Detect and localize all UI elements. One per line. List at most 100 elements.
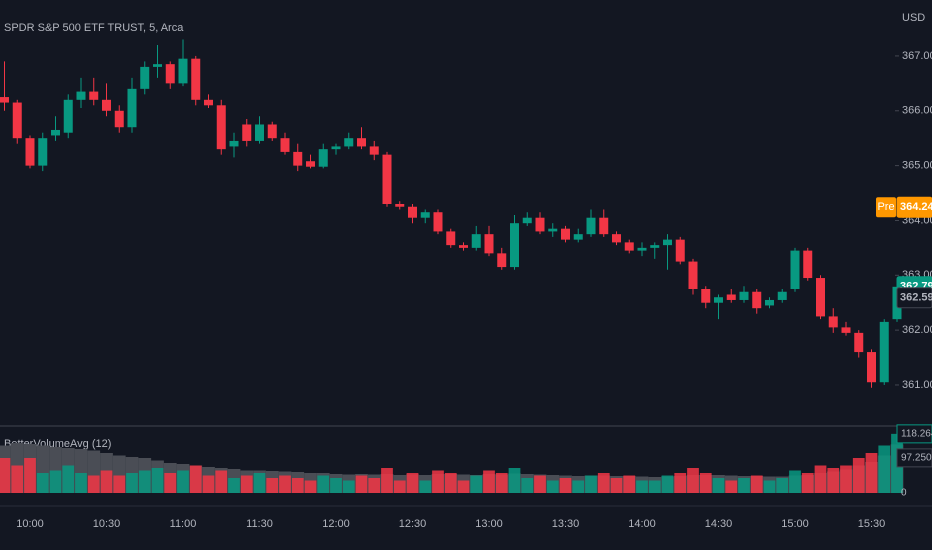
volume-bar xyxy=(177,470,189,493)
candle-body xyxy=(357,138,366,147)
candle-body xyxy=(612,234,621,243)
volume-bar xyxy=(738,478,750,493)
x-tick-label: 11:00 xyxy=(170,518,197,530)
volume-bar xyxy=(750,475,763,493)
x-tick-label: 11:30 xyxy=(246,518,273,530)
candle-body xyxy=(573,234,583,240)
candle-body xyxy=(331,146,341,150)
badge-tag: Pre xyxy=(877,201,894,213)
candle-body xyxy=(701,289,711,303)
candle-body xyxy=(739,291,749,300)
candle-body xyxy=(420,212,430,218)
volume-bar xyxy=(36,473,49,493)
volume-bar xyxy=(483,470,495,493)
x-tick-label: 13:30 xyxy=(552,518,580,530)
volume-pane xyxy=(0,433,904,493)
candle-body xyxy=(446,231,456,246)
candle-body xyxy=(624,242,634,251)
candle-body xyxy=(216,105,226,150)
candle-body xyxy=(293,151,303,166)
candle-body xyxy=(51,129,60,136)
volume-bar xyxy=(840,465,852,493)
volume-bar xyxy=(865,453,878,493)
volume-bar xyxy=(330,478,342,493)
candle-body xyxy=(229,140,239,147)
candle-body xyxy=(12,102,22,139)
volume-bar xyxy=(317,475,330,493)
candle-body xyxy=(242,124,252,141)
candle-body xyxy=(318,149,328,167)
x-tick-label: 12:00 xyxy=(322,518,350,530)
volume-bar xyxy=(495,473,508,493)
volume-bar xyxy=(87,475,100,493)
candle-body xyxy=(663,239,672,246)
candle-body xyxy=(140,66,150,89)
candle-body xyxy=(752,291,762,309)
volume-bar xyxy=(113,475,126,493)
candle-body xyxy=(89,91,99,100)
x-tick-label: 14:30 xyxy=(705,518,733,530)
volume-bar xyxy=(585,475,597,493)
volume-bar xyxy=(457,480,470,493)
candle-body xyxy=(675,239,685,262)
volume-bar xyxy=(0,458,11,493)
x-tick-label: 14:00 xyxy=(628,518,656,530)
candle-body xyxy=(395,204,405,207)
candle-body xyxy=(408,206,417,218)
candle-body xyxy=(726,294,736,300)
volume-bar xyxy=(712,478,725,493)
candle-body xyxy=(459,245,468,248)
candle-body xyxy=(599,217,609,235)
candle-body xyxy=(191,58,201,100)
volume-bar xyxy=(534,475,546,493)
volume-bar xyxy=(202,475,215,493)
volume-bar xyxy=(521,478,534,493)
volume-bar xyxy=(49,470,62,493)
candle-body xyxy=(854,332,864,353)
volume-bar xyxy=(546,480,559,493)
candle-body xyxy=(828,316,838,328)
candle-body xyxy=(433,212,443,232)
chart-title: SPDR S&P 500 ETF TRUST, 5, Arca xyxy=(4,22,184,34)
volume-bar xyxy=(444,473,457,493)
volume-bar xyxy=(24,458,36,493)
candle-body xyxy=(382,154,392,204)
volume-bar xyxy=(11,465,24,493)
volume-bar xyxy=(215,470,228,493)
volume-bar xyxy=(763,480,776,493)
volume-bar xyxy=(648,480,661,493)
candle-body xyxy=(535,217,545,232)
volume-bar xyxy=(687,468,699,493)
candle-body xyxy=(76,91,86,100)
candle-body xyxy=(497,253,507,268)
candle-body xyxy=(204,99,213,106)
volume-bar xyxy=(814,465,827,493)
volume-bar xyxy=(776,478,789,493)
candle-body xyxy=(548,228,558,232)
volume-bar xyxy=(189,465,202,493)
volume-bar xyxy=(699,473,712,493)
volume-bar xyxy=(75,473,87,493)
badge-tag-bg xyxy=(876,197,896,218)
candle-body xyxy=(63,99,73,133)
volume-bar xyxy=(674,473,687,493)
candle-body xyxy=(484,234,494,254)
volume-bar xyxy=(228,478,240,493)
volume-bar xyxy=(852,458,865,493)
candle-body xyxy=(688,261,698,289)
volume-bar xyxy=(789,470,801,493)
candle-body xyxy=(841,327,851,333)
volume-bar xyxy=(406,473,419,493)
candle-body xyxy=(790,250,800,289)
candle-body xyxy=(777,291,787,300)
volume-bar xyxy=(610,478,623,493)
candle-body xyxy=(255,124,264,141)
y-tick-label: 361.00 xyxy=(902,379,932,391)
candle-body xyxy=(0,97,9,103)
y-tick-label: 362.00 xyxy=(902,324,932,336)
volume-tick-label: 0 xyxy=(901,488,907,499)
x-tick-label: 12:30 xyxy=(399,518,427,530)
candle-body xyxy=(561,228,570,240)
volume-bar xyxy=(801,473,814,493)
volume-tick-label: 118.264K xyxy=(901,429,932,440)
